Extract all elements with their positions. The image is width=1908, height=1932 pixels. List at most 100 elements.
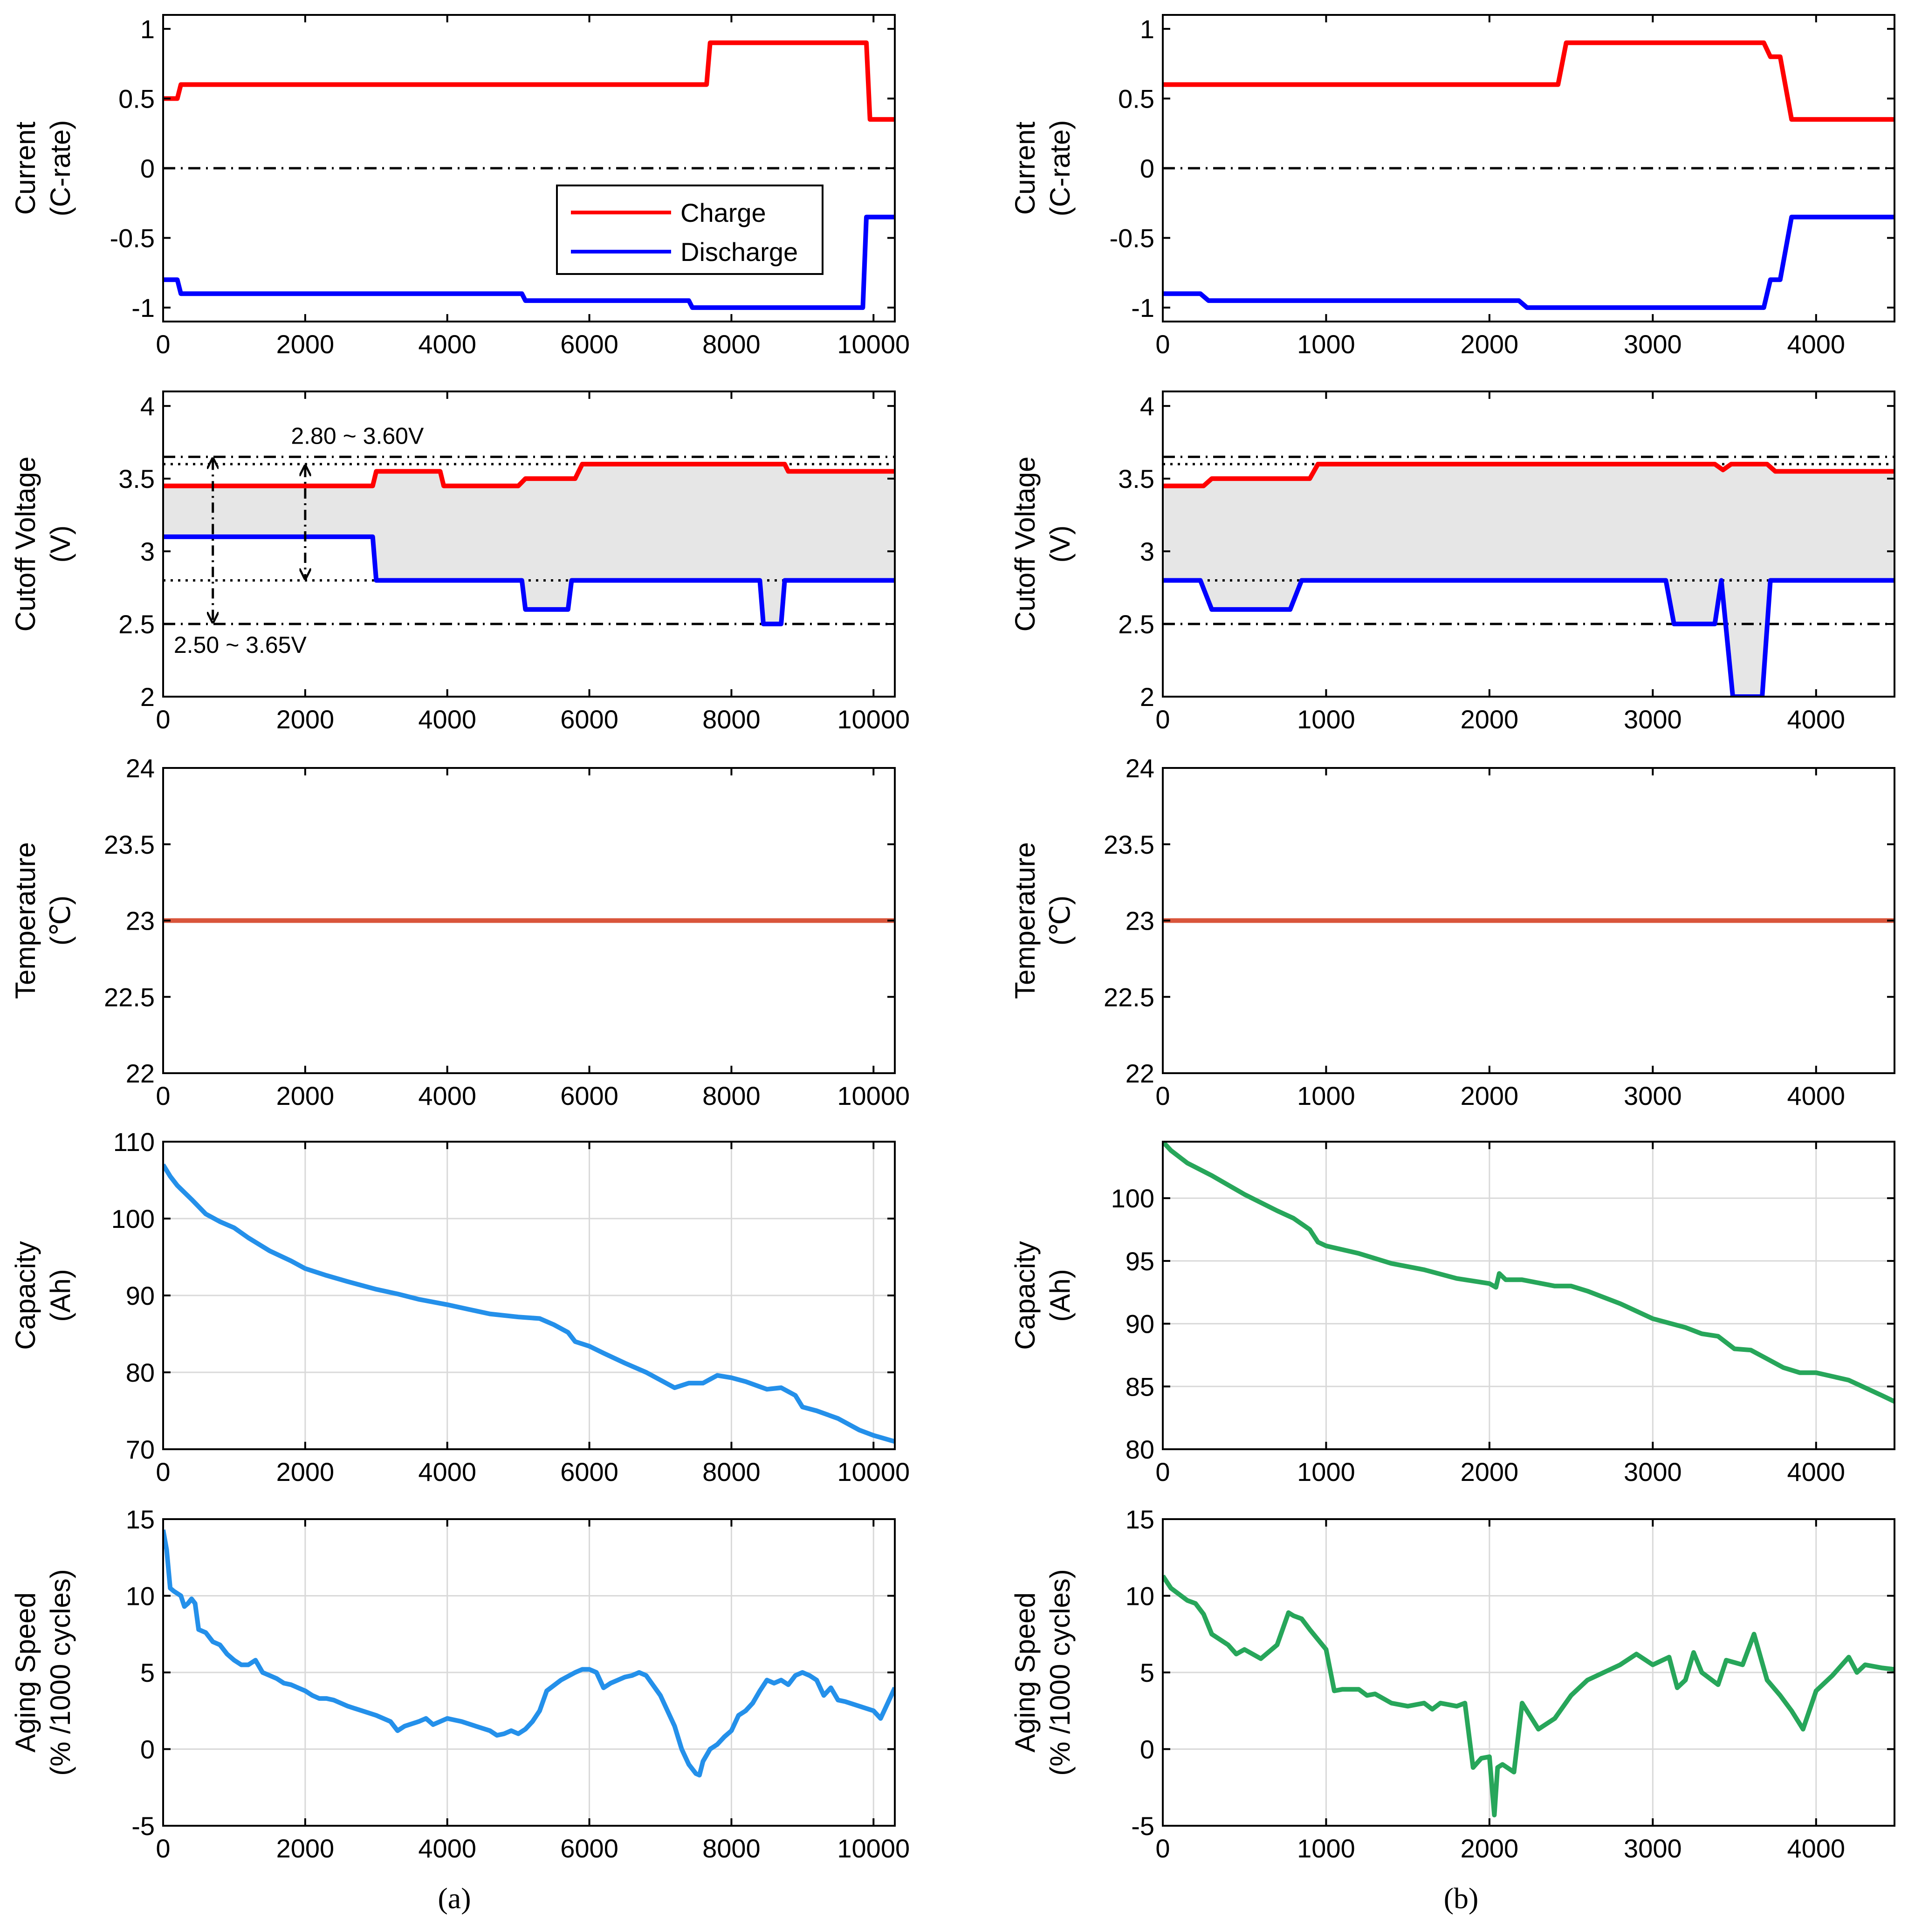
y-axis-label-unit: (V) [1044, 526, 1076, 563]
y-tick-label: 0.5 [1118, 84, 1154, 113]
y-tick-label: 3 [140, 537, 155, 566]
y-tick-label: 1 [140, 14, 155, 44]
axes-box [1162, 1141, 1895, 1450]
y-tick-label: 100 [111, 1204, 155, 1233]
y-tick-label: 110 [113, 1127, 155, 1157]
x-tick-label: 0 [156, 1081, 170, 1110]
y-tick-label: 0 [1140, 1735, 1154, 1764]
y-axis-label: Cutoff Voltage [10, 457, 41, 632]
x-tick-label: 4000 [418, 329, 476, 359]
y-tick-label: 85 [1126, 1372, 1154, 1401]
x-tick-label: 6000 [560, 1081, 618, 1110]
inner-range-annotation: 2.80 ~ 3.60V [291, 423, 424, 449]
y-axis-label: Current [10, 122, 41, 215]
chart-a4: 0 2000 4000 6000 8000 10000 70 80 90 100 110 Capaci… [10, 1127, 910, 1487]
series-discharge [1163, 578, 1894, 697]
y-tick-label: 4 [1140, 391, 1154, 421]
x-tick-label: 4000 [418, 705, 476, 734]
x-tick-label: 10000 [837, 329, 910, 359]
legend-box [556, 185, 824, 275]
x-tick-label: 3000 [1624, 705, 1682, 734]
plot-area: 0 2000 4000 6000 8000 10000-1-0.500.51Current… [10, 14, 1895, 1863]
series-discharge [163, 534, 895, 626]
x-tick-label: 0 [1155, 1457, 1170, 1487]
y-axis-label-unit: (℃) [45, 896, 76, 945]
y-axis-label-unit: (% /1000 cycles) [1044, 1569, 1076, 1776]
y-tick-label: 100 [1111, 1184, 1154, 1213]
y-axis-label-unit: (V) [45, 526, 76, 563]
series-group [1163, 40, 1894, 310]
y-axis-label-unit: (Ah) [45, 1269, 76, 1322]
x-tick-label: 6000 [560, 329, 618, 359]
series-aging-speed [163, 1529, 895, 1778]
series-discharge [1163, 214, 1894, 310]
y-tick-label: -1 [131, 293, 155, 322]
legend-charge-label: Charge [680, 198, 766, 227]
x-tick-label: 3000 [1624, 1081, 1682, 1110]
y-tick-label: 90 [1126, 1309, 1154, 1339]
series-group [1163, 455, 1894, 697]
plot-background [1163, 1142, 1894, 1449]
series-capacity [1163, 1142, 1894, 1404]
x-tick-label: 2000 [1461, 329, 1519, 359]
y-tick-label: 23.5 [1104, 830, 1154, 859]
y-axis-label: Cutoff Voltage [1009, 457, 1041, 632]
cutoff-band [163, 464, 895, 624]
legend-discharge-label: Discharge [680, 237, 798, 267]
y-tick-label: 22.5 [104, 982, 155, 1012]
x-tick-label: 2000 [276, 1457, 335, 1487]
y-axis-label-unit: (C-rate) [45, 120, 76, 217]
y-tick-label: 80 [1126, 1435, 1154, 1464]
x-tick-label: 10000 [837, 1457, 910, 1487]
y-tick-label: 90 [126, 1281, 155, 1310]
y-tick-label: -1 [1131, 293, 1154, 322]
x-tick-label: 0 [1155, 1834, 1170, 1863]
y-tick-label: 22 [126, 1059, 155, 1088]
y-tick-label: 3 [1140, 537, 1154, 566]
x-tick-label: 2000 [1461, 1081, 1519, 1110]
panel-label-a: (a) [438, 1882, 471, 1915]
x-tick-label: 6000 [560, 1457, 618, 1487]
chart-b3: 0 1000 2000 3000 4000 22 22.5 23 23.5 24 Temperatu… [1009, 754, 1895, 1110]
y-axis-label-unit: (% /1000 cycles) [45, 1569, 76, 1776]
y-tick-label: 4 [140, 391, 155, 421]
x-tick-label: 8000 [702, 705, 761, 734]
x-tick-label: 8000 [702, 1834, 761, 1863]
x-tick-label: 3000 [1624, 329, 1682, 359]
series-group [163, 1163, 895, 1444]
chart-b2: 0 1000 2000 3000 4000 2 2.5 3 3.5 4 Cutoff Voltage… [1009, 391, 1895, 734]
x-tick-label: 8000 [702, 1457, 761, 1487]
series-discharge [163, 214, 895, 310]
x-tick-label: 0 [1155, 329, 1170, 359]
y-tick-label: 5 [1140, 1658, 1154, 1687]
x-tick-label: 4000 [1787, 329, 1845, 359]
x-tick-label: 2000 [276, 1081, 335, 1110]
x-tick-label: 0 [1155, 1081, 1170, 1110]
x-tick-label: 1000 [1297, 329, 1355, 359]
y-tick-label: 2.5 [118, 610, 155, 639]
y-tick-label: 15 [1126, 1505, 1154, 1534]
series-charge [163, 462, 895, 488]
series-group [1163, 1574, 1894, 1817]
axes-box [1162, 391, 1895, 698]
y-tick-label: 10 [1126, 1582, 1154, 1611]
y-tick-label: 3.5 [118, 464, 155, 493]
x-tick-label: 0 [156, 1834, 170, 1863]
chart-b1: 0 1000 2000 3000 4000 -1 -0.5 0 0.5 1 Current (C-ra… [1009, 14, 1895, 359]
series-group [163, 40, 895, 310]
x-tick-label: 2000 [1461, 1457, 1519, 1487]
chart-a2: 0 2000 4000 6000 8000 10000 2 2.5 3 3.5 4 Cutoff Vo… [10, 391, 910, 734]
y-tick-label: 70 [126, 1435, 155, 1464]
y-tick-label: 22 [1126, 1059, 1154, 1088]
series-group [163, 1529, 895, 1778]
y-tick-label: 10 [126, 1582, 155, 1611]
y-tick-label: 23.5 [104, 830, 155, 859]
series-group [1163, 1142, 1894, 1404]
x-tick-label: 4000 [1787, 1457, 1845, 1487]
y-tick-label: 95 [1126, 1247, 1154, 1276]
y-tick-label: 23 [1126, 906, 1154, 936]
x-tick-label: 4000 [418, 1834, 476, 1863]
y-axis-label-unit: (℃) [1044, 896, 1076, 945]
